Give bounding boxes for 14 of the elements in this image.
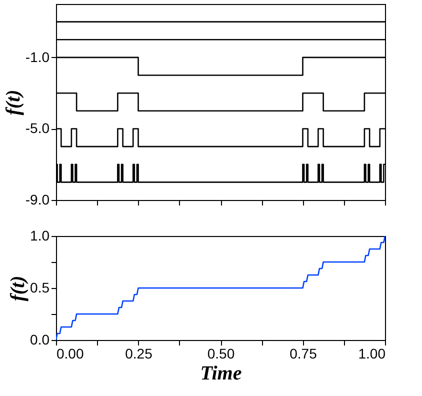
y-tick-label: -1.0 bbox=[25, 48, 50, 65]
x-tick-label: 0.00 bbox=[56, 346, 84, 362]
x-tick-label: 1.00 bbox=[358, 346, 386, 362]
y-tick-label: 0.0 bbox=[30, 332, 50, 348]
y-tick-label: -9.0 bbox=[25, 192, 50, 208]
x-tick-label: 0.25 bbox=[125, 346, 153, 362]
x-axis-title: Time bbox=[200, 362, 242, 384]
y-tick-label: -5.0 bbox=[25, 120, 50, 136]
y-tick-label: 0.5 bbox=[30, 280, 50, 296]
y-tick-label: 1.0 bbox=[30, 228, 50, 244]
y-axis-title: f(t) bbox=[7, 276, 30, 302]
y-axis-title: f(t) bbox=[2, 90, 24, 116]
x-tick-label: 0.50 bbox=[207, 346, 235, 362]
x-tick-label: 0.75 bbox=[290, 346, 318, 362]
